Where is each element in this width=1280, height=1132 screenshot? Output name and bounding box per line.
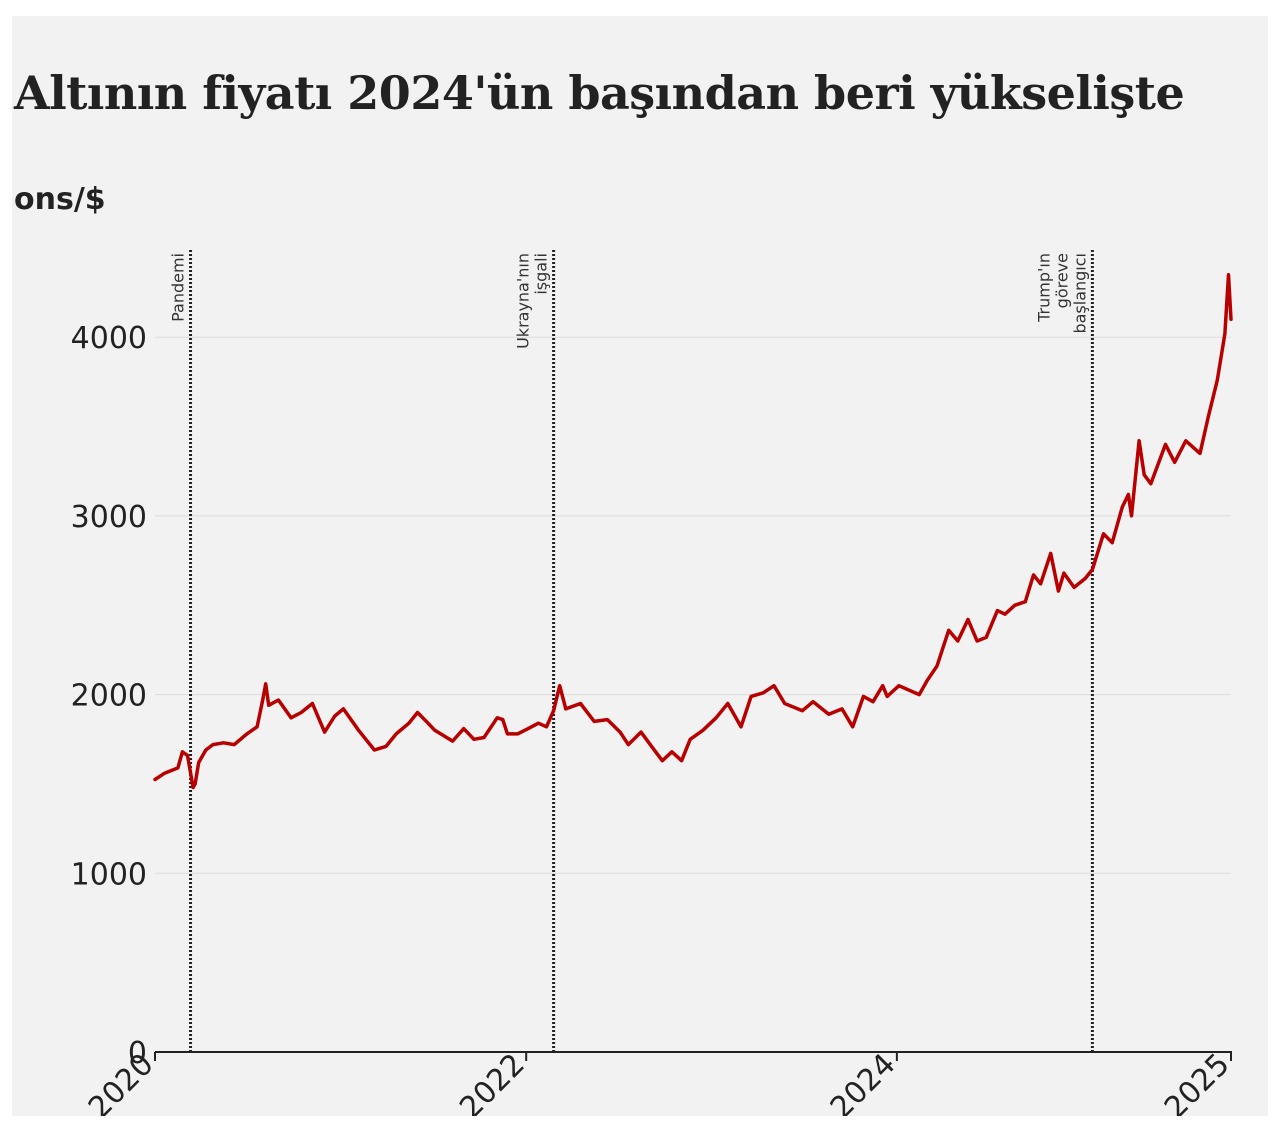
y-tick-label-3000: 3000	[71, 500, 147, 535]
event-label-3-2: göreve	[1052, 253, 1071, 308]
x-tick-label-2025: 2025	[1158, 1047, 1237, 1116]
chart-title: Altının fiyatı 2024'ün başından beri yük…	[14, 66, 1185, 120]
chart-panel: Altının fiyatı 2024'ün başından beri yük…	[12, 16, 1268, 1116]
event-label-1-1: Pandemi	[169, 253, 188, 322]
event-label-3-1: Trump'ın	[1034, 253, 1053, 323]
y-tick-label-4000: 4000	[71, 321, 147, 356]
y-axis-unit-label: ons/$	[14, 182, 106, 217]
event-label-2-2: işgali	[532, 253, 551, 295]
gold-price-line-chart: 0 1000 2000 3000 4000 2020 2022 2024 2025 Pandemi…	[71, 250, 1237, 1116]
y-tick-label-2000: 2000	[71, 679, 147, 714]
y-tick-label-1000: 1000	[71, 857, 147, 892]
y-tick-label-0: 0	[128, 1036, 147, 1071]
price-series-line-1	[153, 272, 1233, 790]
x-tick-label-2022: 2022	[453, 1047, 532, 1116]
event-label-2-1: Ukrayna'nın	[514, 253, 533, 349]
event-label-3-3: başlangıcı	[1070, 253, 1089, 334]
x-tick-label-2024: 2024	[824, 1047, 903, 1116]
x-tick-label-2020: 2020	[82, 1047, 161, 1116]
